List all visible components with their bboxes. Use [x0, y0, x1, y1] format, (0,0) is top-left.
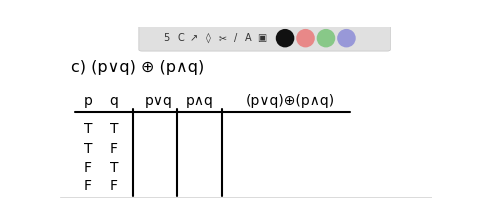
Text: T: T [110, 122, 118, 136]
Text: q: q [109, 94, 119, 108]
Text: C: C [178, 33, 184, 43]
Ellipse shape [317, 29, 335, 48]
Text: ▣: ▣ [257, 33, 266, 43]
Text: /: / [234, 33, 237, 43]
Text: F: F [110, 179, 118, 193]
Ellipse shape [276, 29, 294, 48]
Text: 5: 5 [163, 33, 169, 43]
Text: c) (p∨q) ⊕ (p∧q): c) (p∨q) ⊕ (p∧q) [71, 60, 204, 75]
Text: A: A [245, 33, 252, 43]
Text: F: F [84, 161, 92, 175]
Text: F: F [84, 179, 92, 193]
Text: ✂: ✂ [219, 33, 227, 43]
Ellipse shape [337, 29, 356, 48]
Text: T: T [84, 122, 92, 136]
Text: ↗: ↗ [190, 33, 198, 43]
Text: p∧q: p∧q [186, 94, 214, 108]
Text: p∨q: p∨q [144, 94, 172, 108]
Text: T: T [84, 142, 92, 156]
Text: p: p [84, 94, 92, 108]
FancyBboxPatch shape [139, 25, 390, 51]
Text: ◊: ◊ [206, 33, 211, 43]
Text: T: T [110, 161, 118, 175]
Ellipse shape [296, 29, 315, 48]
Text: F: F [110, 142, 118, 156]
Text: (p∨q)⊕(p∧q): (p∨q)⊕(p∧q) [246, 94, 335, 108]
